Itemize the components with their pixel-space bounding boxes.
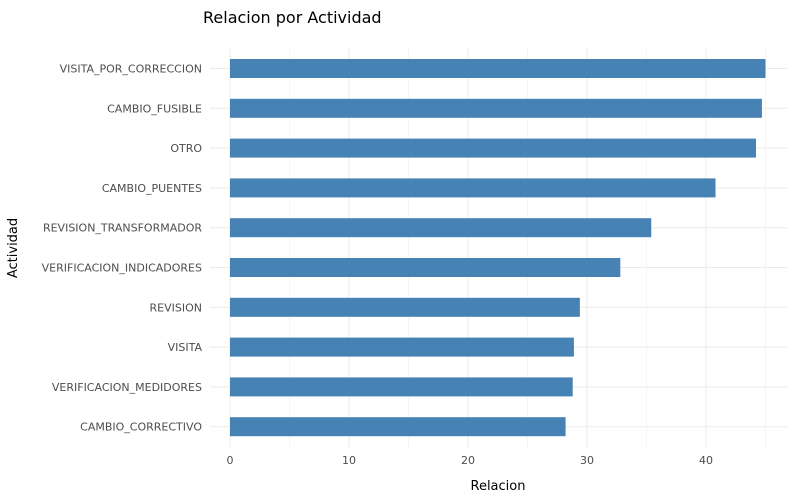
x-tick-label: 20 — [461, 454, 475, 467]
bar — [230, 258, 621, 277]
bar — [230, 138, 756, 158]
x-tick-label: 40 — [699, 454, 713, 467]
y-axis-title: Actividad — [6, 218, 21, 278]
x-tick-label: 30 — [580, 454, 594, 467]
y-tick-label: VISITA_POR_CORRECCION — [60, 63, 202, 76]
y-tick-label: CAMBIO_PUENTES — [102, 182, 202, 195]
y-tick-label: REVISION_TRANSFORMADOR — [43, 222, 202, 235]
bar — [230, 178, 716, 198]
x-tick-label: 0 — [227, 454, 234, 467]
y-tick-label: CAMBIO_FUSIBLE — [107, 102, 202, 115]
x-tick-labels: 0 10 20 30 40 — [227, 454, 714, 467]
y-tick-label: CAMBIO_CORRECTIVO — [80, 421, 202, 434]
x-axis-title: Relacion — [471, 479, 526, 494]
bar — [230, 98, 762, 118]
y-tick-label: VERIFICACION_MEDIDORES — [52, 381, 202, 394]
y-tick-label: VISITA — [168, 341, 203, 354]
bar — [230, 377, 573, 397]
chart-title: Relacion por Actividad — [203, 8, 382, 27]
y-tick-labels: VISITA_POR_CORRECCION CAMBIO_FUSIBLE OTRO C… — [42, 63, 203, 434]
bar — [230, 218, 652, 238]
y-tick-label: VERIFICACION_INDICADORES — [42, 262, 202, 275]
bar — [230, 337, 574, 357]
x-tick-label: 10 — [342, 454, 356, 467]
bar — [230, 417, 566, 437]
bars — [230, 59, 766, 437]
y-tick-label: OTRO — [170, 142, 202, 155]
bar — [230, 297, 580, 317]
y-tick-label: REVISION — [150, 301, 202, 314]
bar — [230, 59, 766, 78]
